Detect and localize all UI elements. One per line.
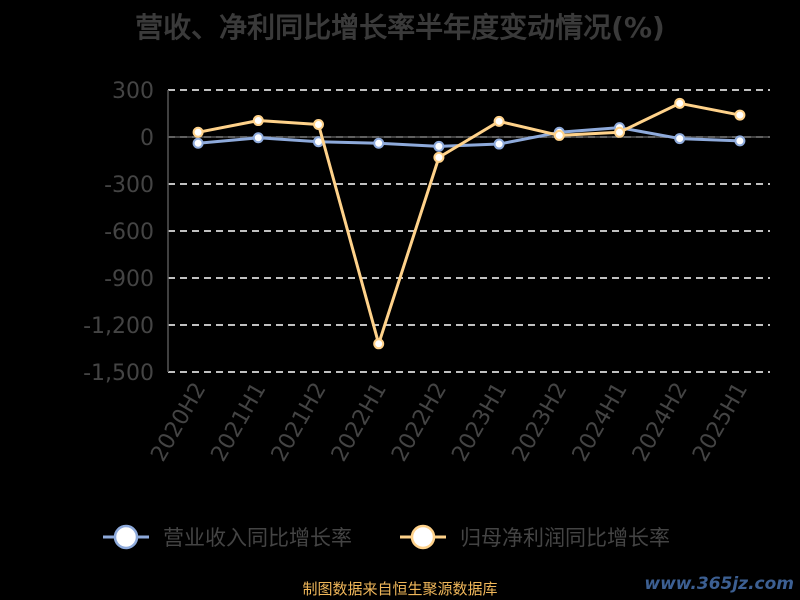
legend: 营业收入同比增长率 归母净利润同比增长率 [103,524,670,550]
x-tick-label: 2021H2 [267,379,332,466]
legend-label: 营业收入同比增长率 [163,526,352,550]
x-tick-label: 2024H2 [628,379,693,466]
data-point [674,97,686,109]
y-tick-label: -1,200 [83,314,154,339]
data-point [493,138,505,150]
y-tick-label: 0 [140,126,154,151]
x-tick-label: 2023H1 [447,378,512,465]
data-point [313,118,324,130]
x-tick-label: 2025H1 [688,379,753,466]
y-tick-label: -900 [104,267,154,292]
data-point [373,137,385,149]
legend-label: 归母净利润同比增长率 [460,526,670,550]
legend-marker [113,524,139,550]
data-point [493,115,505,127]
data-point [614,126,625,138]
data-point [674,133,686,145]
y-tick-label: -1,500 [83,361,154,386]
y-tick-label: 300 [112,79,154,104]
data-point [192,137,204,149]
chart-title: 营收、净利同比增长率半年度变动情况(%) [135,11,665,44]
data-point [734,135,746,147]
legend-marker [410,524,436,550]
data-point [252,115,264,127]
series-line-1 [197,101,741,346]
x-tick-label: 2024H1 [568,379,633,466]
x-tick-label: 2021H1 [207,379,272,466]
data-point [433,151,445,163]
series-lines [192,97,746,350]
y-tick-label: -300 [104,173,154,198]
series-line-0 [197,126,740,148]
x-tick-label: 2022H2 [387,379,452,466]
x-tick-labels: 2020H22021H12021H22022H12022H22023H12023… [146,378,753,465]
x-tick-label: 2023H2 [508,379,573,466]
data-point [373,338,385,350]
data-point [433,140,445,152]
y-tick-label: -600 [104,220,154,245]
data-point [252,132,264,144]
y-tick-labels: 300 0 -300 -600 -900 -1,200 -1,500 [83,79,154,386]
data-point [553,129,565,141]
x-tick-label: 2020H2 [146,379,211,466]
data-point [192,126,204,138]
watermark: www.365jz.com [644,574,794,594]
data-point [734,109,746,121]
x-tick-label: 2022H1 [327,379,392,466]
source-footer: 制图数据来自恒生聚源数据库 [302,580,498,598]
